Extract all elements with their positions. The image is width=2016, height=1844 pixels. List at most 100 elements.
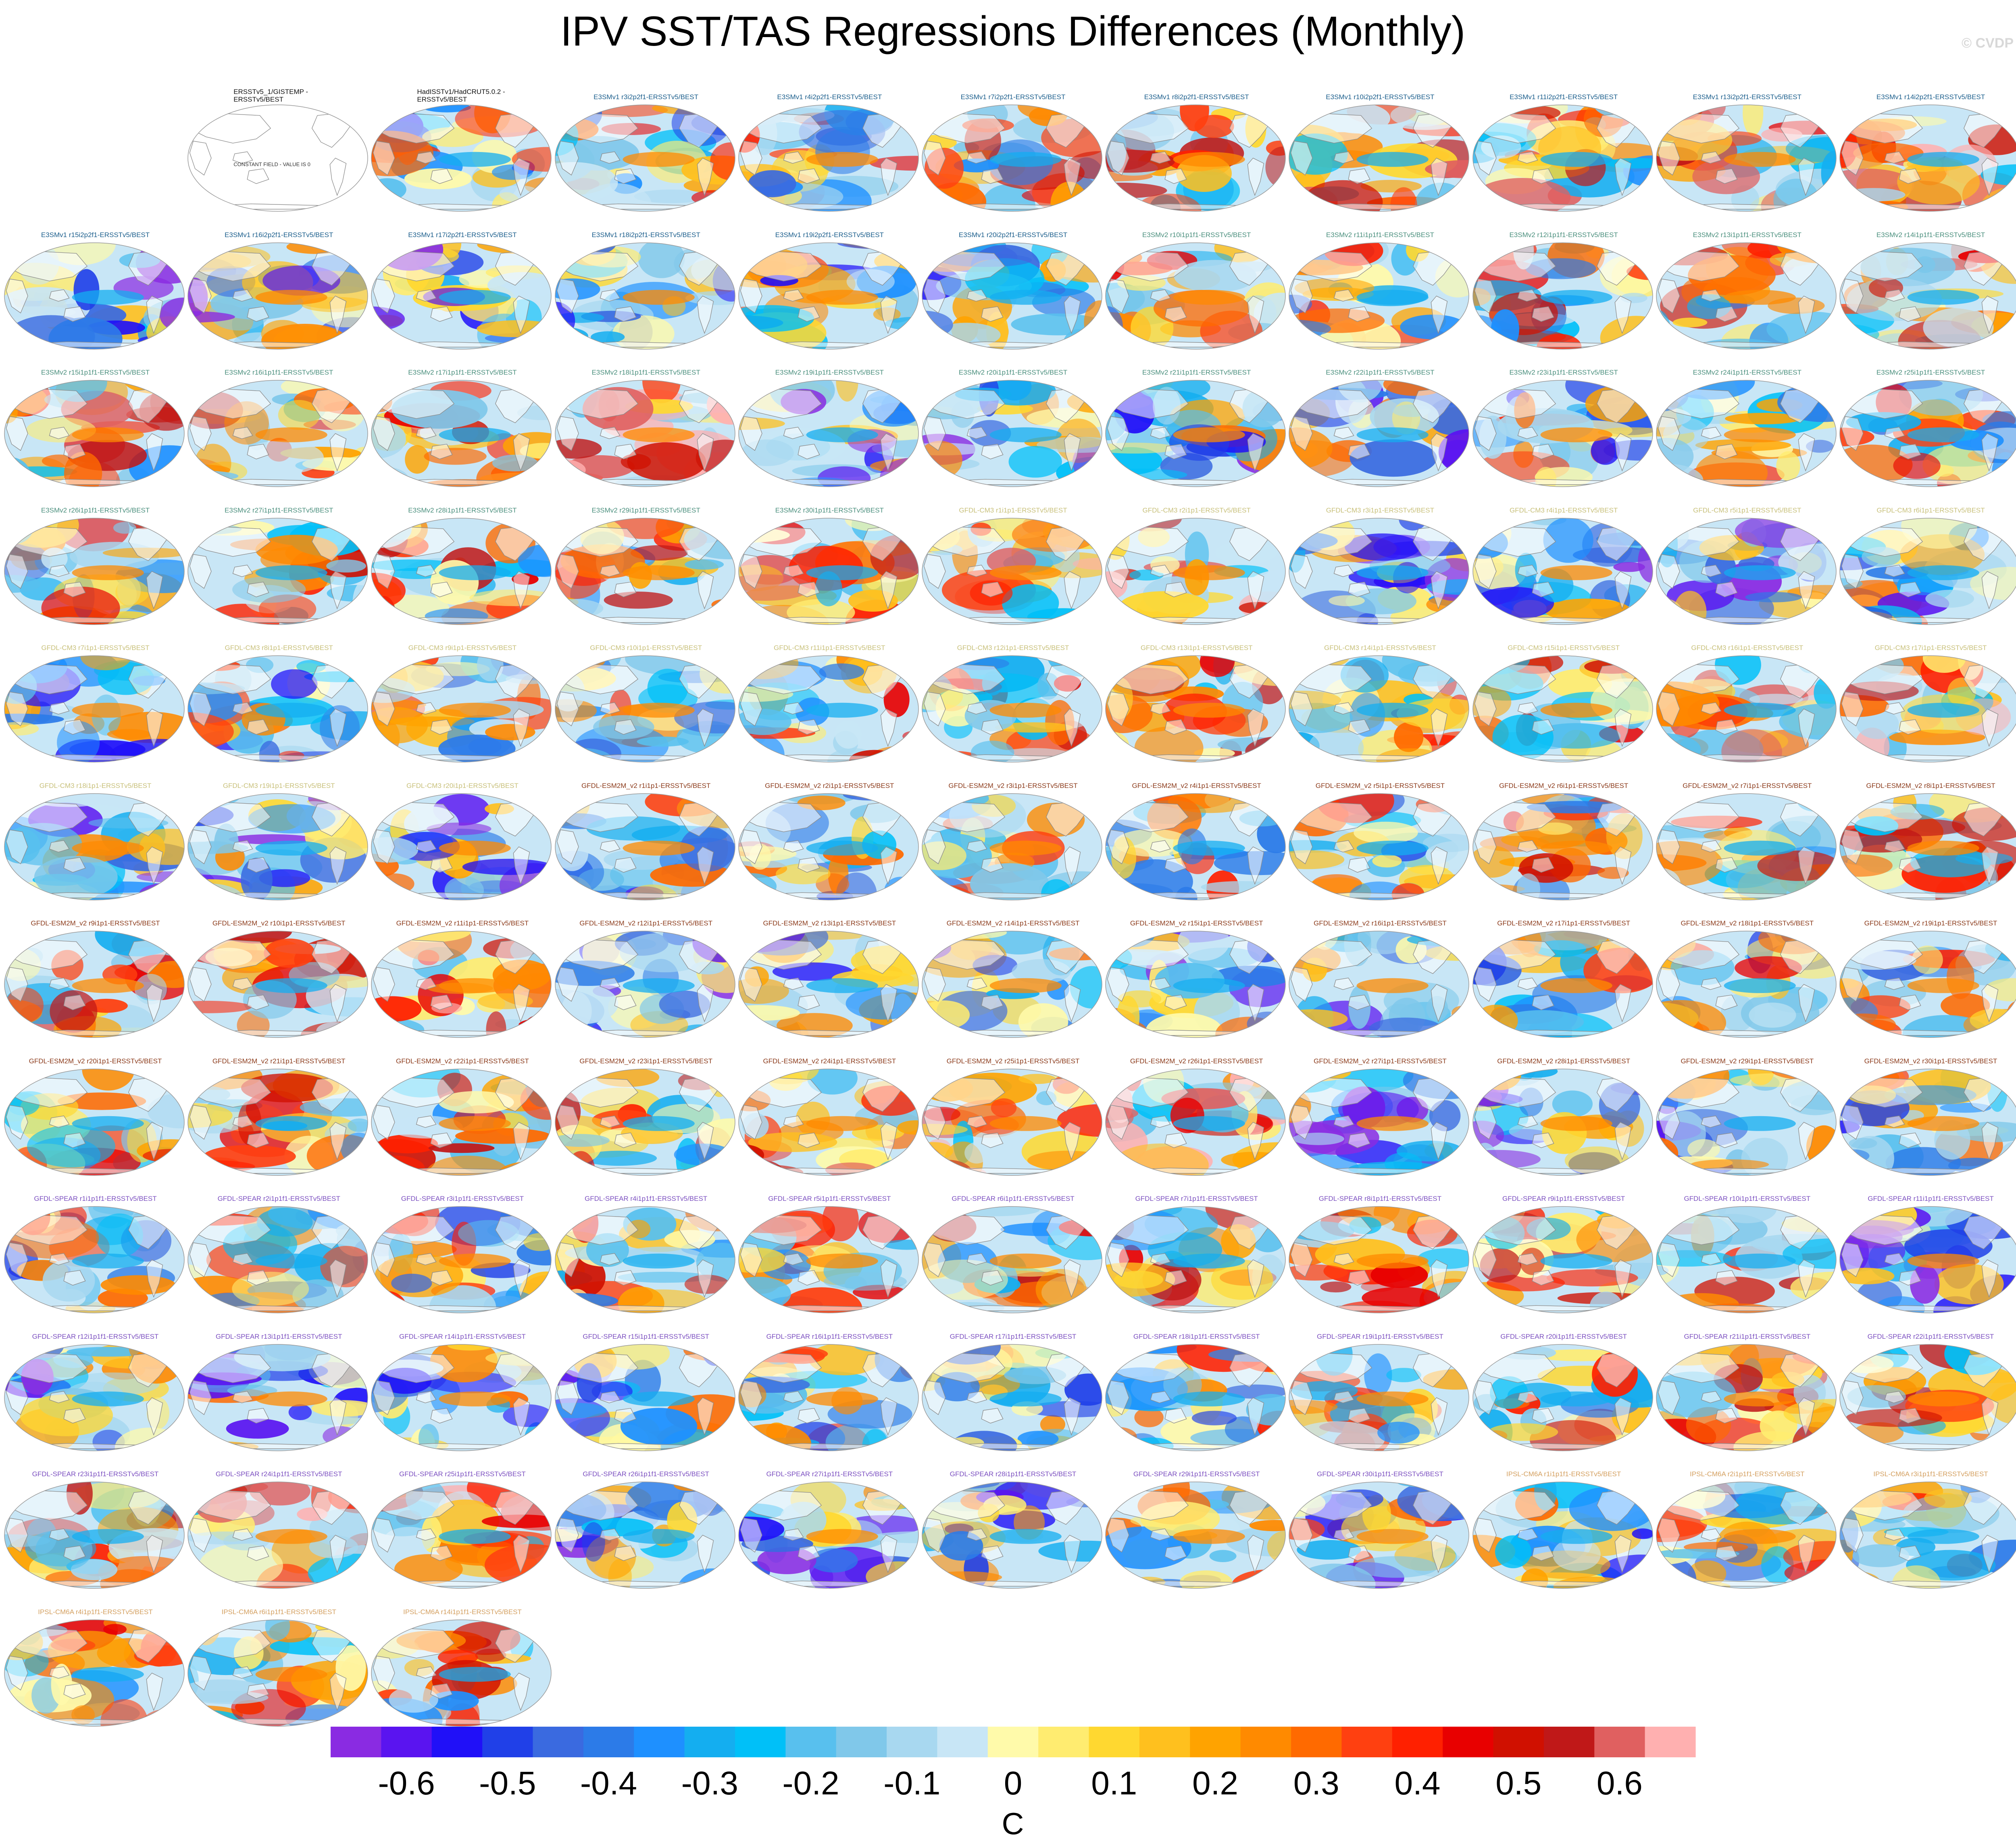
map-border bbox=[1839, 1481, 2016, 1589]
anomaly-blob bbox=[1081, 1013, 1102, 1038]
australia-outline bbox=[981, 1132, 1004, 1148]
map-panel: GFDL-ESM2M_v2 r17i1p1-ERSSTv5/BEST bbox=[1472, 919, 1656, 1050]
map-panel: E3SMv1 r7i2p2f1-ERSSTv5/BEST bbox=[921, 93, 1105, 224]
south-america-outline bbox=[1614, 846, 1631, 885]
map-border bbox=[1472, 517, 1653, 625]
tropical-pacific-anomaly bbox=[1540, 1529, 1612, 1544]
antarctica-outline bbox=[1678, 1443, 1815, 1449]
africa-outline bbox=[1841, 829, 1864, 864]
australia-outline bbox=[798, 306, 820, 322]
south-america-outline bbox=[513, 295, 530, 334]
map-field bbox=[1656, 518, 1836, 625]
tropical-pacific-anomaly bbox=[1907, 1253, 1979, 1269]
global-map bbox=[1839, 1344, 2016, 1451]
africa-outline bbox=[1658, 692, 1680, 727]
antarctica-outline bbox=[1861, 892, 1998, 898]
map-panel: GFDL-CM3 r19i1p1-ERSSTv5/BEST bbox=[187, 781, 371, 913]
anomaly-blob bbox=[389, 1686, 439, 1713]
panel-title: E3SMv1 r8i2p2f1-ERSSTv5/BEST bbox=[1144, 93, 1249, 101]
australia-outline bbox=[798, 1132, 820, 1148]
maritime-continent-outline bbox=[416, 151, 437, 164]
maritime-continent-outline bbox=[1884, 1115, 1905, 1128]
panel-title: GFDL-ESM2M_v2 r14i1p1-ERSSTv5/BEST bbox=[946, 919, 1080, 927]
tropical-pacific-anomaly bbox=[623, 978, 695, 993]
anomaly-blob bbox=[1527, 800, 1622, 813]
global-map bbox=[1472, 1068, 1653, 1176]
africa-outline bbox=[1107, 1104, 1129, 1140]
maritime-continent-outline bbox=[1517, 151, 1538, 164]
map-border bbox=[1656, 655, 1837, 763]
map-panel: E3SMv2 r19i1p1f1-ERSSTv5/BEST bbox=[738, 368, 921, 500]
south-america-outline bbox=[1064, 1397, 1081, 1436]
map-border bbox=[738, 242, 919, 350]
anomaly-blob bbox=[1941, 993, 1990, 1018]
map-panel: E3SMv2 r12i1p1f1-ERSSTv5/BEST bbox=[1472, 231, 1656, 362]
maritime-continent-outline bbox=[1150, 151, 1171, 164]
south-america-outline bbox=[1981, 1535, 1999, 1573]
map-panel: ERSSTv5_1/GISTEMP - ERSSTv5/BEST CONSTANT… bbox=[187, 88, 371, 224]
colorbar-bin bbox=[1341, 1727, 1393, 1757]
map-panel: GFDL-SPEAR r25i1p1f1-ERSSTv5/BEST bbox=[371, 1470, 554, 1601]
anomaly-blob bbox=[1889, 729, 1985, 745]
south-america-outline bbox=[1247, 708, 1264, 747]
africa-outline bbox=[373, 1380, 396, 1415]
africa-outline bbox=[1841, 1242, 1864, 1277]
australia-outline bbox=[1899, 1270, 1921, 1286]
panel-title: GFDL-ESM2M_v2 r3i1p1-ERSSTv5/BEST bbox=[948, 781, 1078, 790]
panel-title: GFDL-CM3 r13i1p1-ERSSTv5/BEST bbox=[1140, 644, 1253, 652]
antarctica-outline bbox=[1127, 203, 1264, 210]
south-america-outline bbox=[1431, 846, 1448, 885]
map-panel: GFDL-SPEAR r26i1p1f1-ERSSTv5/BEST bbox=[554, 1470, 738, 1601]
tropical-pacific-anomaly bbox=[1173, 427, 1245, 442]
maritime-continent-outline bbox=[416, 977, 437, 990]
panel-title: E3SMv2 r18i1p1f1-ERSSTv5/BEST bbox=[591, 369, 700, 376]
africa-outline bbox=[1474, 1380, 1497, 1415]
map-panel: E3SMv2 r23i1p1f1-ERSSTv5/BEST bbox=[1472, 368, 1656, 500]
panel-title: IPSL-CM6A r14i1p1f1-ERSSTv5/BEST bbox=[403, 1608, 522, 1616]
australia-outline bbox=[1348, 581, 1371, 597]
maritime-continent-outline bbox=[783, 564, 804, 577]
maritime-continent-outline bbox=[1701, 151, 1722, 164]
anomaly-blob bbox=[954, 158, 999, 173]
map-border bbox=[1472, 655, 1653, 763]
antarctica-outline bbox=[26, 479, 163, 485]
south-america-outline bbox=[329, 984, 347, 1023]
anomaly-blob bbox=[113, 521, 136, 534]
map-field bbox=[1840, 1482, 2016, 1588]
map-border bbox=[187, 1481, 368, 1589]
map-panel: GFDL-SPEAR r2i1p1f1-ERSSTv5/BEST bbox=[187, 1194, 371, 1326]
map-border bbox=[1839, 655, 2016, 763]
australia-outline bbox=[1348, 444, 1371, 460]
maritime-continent-outline bbox=[783, 289, 804, 302]
africa-outline bbox=[190, 554, 212, 589]
anomaly-blob bbox=[1717, 1206, 1777, 1223]
anomaly-blob bbox=[1112, 1143, 1209, 1175]
australia-outline bbox=[63, 306, 86, 322]
antarctica-outline bbox=[577, 892, 714, 898]
anomaly-blob bbox=[501, 833, 549, 854]
anomaly-blob bbox=[405, 445, 430, 474]
antarctica-outline bbox=[577, 754, 714, 761]
anomaly-blob bbox=[684, 559, 724, 570]
australia-outline bbox=[1715, 444, 1738, 460]
africa-outline bbox=[373, 829, 396, 864]
australia-outline bbox=[430, 857, 453, 873]
maritime-continent-outline bbox=[1701, 427, 1722, 439]
anomaly-blob bbox=[835, 720, 862, 749]
antarctica-outline bbox=[577, 1167, 714, 1173]
global-map bbox=[1105, 931, 1286, 1038]
map-panel: E3SMv2 r17i1p1f1-ERSSTv5/BEST bbox=[371, 368, 554, 500]
africa-outline bbox=[1107, 141, 1129, 176]
map-field bbox=[371, 1344, 552, 1451]
australia-outline bbox=[614, 1408, 637, 1423]
panel-title: GFDL-SPEAR r10i1p1f1-ERSSTv5/BEST bbox=[1684, 1195, 1811, 1202]
map-panel: GFDL-ESM2M_v2 r8i1p1-ERSSTv5/BEST bbox=[1839, 781, 2016, 913]
global-map bbox=[738, 380, 919, 487]
antarctica-outline bbox=[26, 617, 163, 623]
south-america-outline bbox=[329, 846, 347, 885]
antarctica-outline bbox=[1127, 341, 1264, 347]
panel-title: E3SMv1 r4i2p2f1-ERSSTv5/BEST bbox=[777, 93, 882, 101]
map-panel: GFDL-ESM2M_v2 r26i1p1-ERSSTv5/BEST bbox=[1105, 1057, 1288, 1188]
africa-outline bbox=[740, 278, 762, 313]
map-border bbox=[1105, 655, 1286, 763]
